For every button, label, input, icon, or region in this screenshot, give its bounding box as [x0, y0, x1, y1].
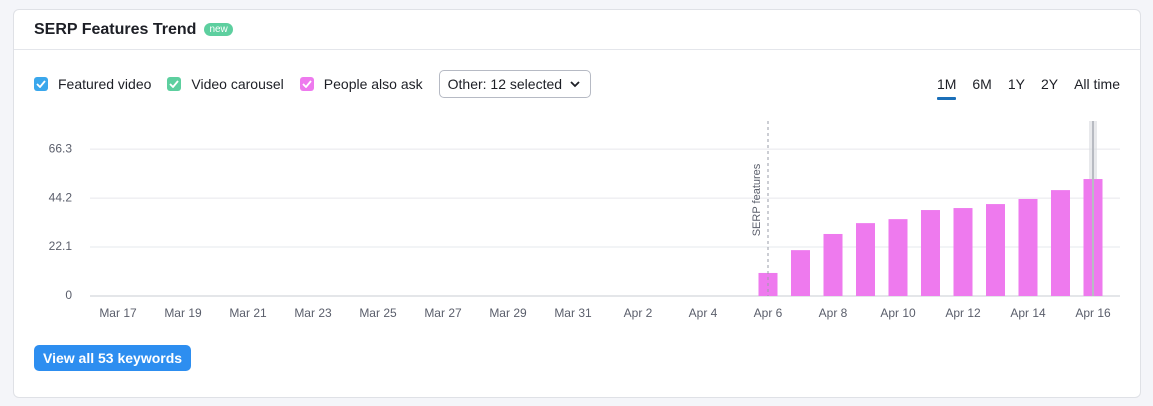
check — [302, 80, 312, 88]
period-tab[interactable]: 1Y — [1007, 76, 1025, 92]
legend: Featured video Video carousel People also … — [34, 76, 439, 92]
x-tick-label: Apr 12 — [945, 306, 981, 320]
chart: 0 22.1 44.2 66.3 Mar 17 Mar 19 Mar 21 Mar 23 Mar… — [49, 121, 1120, 320]
x-tick-label: Apr 16 — [1075, 306, 1111, 320]
legend-label: Featured video — [58, 76, 152, 92]
bar — [856, 223, 875, 296]
period-tab[interactable]: 2Y — [1040, 76, 1059, 92]
controls: Featured video Video carousel People also … — [34, 70, 1120, 100]
bar — [888, 219, 908, 296]
card-header: SERP Features Trend new — [14, 10, 1140, 50]
legend-label: People also ask — [323, 76, 423, 92]
checkbox — [299, 77, 314, 91]
bar — [823, 233, 843, 296]
x-tick-label: Apr 2 — [624, 306, 653, 320]
annotation-label: SERP features — [751, 163, 763, 236]
x-tick-label: Mar 29 — [489, 306, 527, 320]
x-tick-label: Mar 19 — [164, 306, 202, 320]
legend-item[interactable]: Video carousel — [167, 76, 284, 92]
legend-item[interactable]: People also ask — [299, 76, 423, 92]
dropdown-label: Other: 12 selected — [447, 76, 563, 92]
chevron — [570, 81, 580, 88]
x-tick-label: Mar 17 — [99, 306, 137, 320]
x-tick-label: Mar 21 — [229, 306, 267, 320]
x-tick-label: Apr 8 — [819, 306, 848, 320]
card: SERP Features Trend new Featured video Vi… — [13, 9, 1141, 398]
bar — [791, 250, 810, 296]
checkbox — [167, 77, 182, 91]
x-tick-label: Apr 6 — [754, 306, 783, 320]
x-tick-label: Apr 10 — [880, 306, 916, 320]
badge: new — [204, 23, 233, 36]
period-tabs: 1M 6M 1Y 2Y All time — [921, 70, 1120, 100]
period-tab[interactable]: 1M — [936, 70, 957, 100]
bar — [1051, 190, 1070, 296]
y-tick-label: 44.2 — [49, 190, 73, 204]
check — [36, 80, 46, 88]
bar — [921, 210, 940, 296]
card-title: SERP Features Trend — [34, 20, 197, 38]
period-tab[interactable]: All time — [1074, 76, 1120, 92]
check — [169, 80, 180, 88]
x-tick-label: Apr 14 — [1010, 306, 1046, 320]
dropdown[interactable]: Other: 12 selected — [438, 70, 592, 98]
view-all-button[interactable]: View all 53 keywords — [34, 345, 192, 371]
x-tick-label: Mar 31 — [554, 306, 592, 320]
legend-label: Video carousel — [191, 76, 284, 92]
y-tick-label: 66.3 — [49, 141, 73, 155]
x-tick-label: Apr 4 — [689, 306, 718, 320]
y-tick-label: 0 — [65, 288, 72, 302]
x-tick-label: Mar 23 — [294, 306, 332, 320]
bar — [953, 208, 973, 296]
checkbox — [34, 77, 48, 91]
period-tab[interactable]: 6M — [972, 76, 992, 92]
bar — [986, 204, 1005, 296]
x-tick-label: Mar 27 — [424, 306, 462, 320]
y-tick-label: 22.1 — [49, 239, 73, 253]
x-tick-label: Mar 25 — [359, 306, 397, 320]
legend-item[interactable]: Featured video — [34, 76, 151, 92]
bar — [1018, 198, 1038, 296]
